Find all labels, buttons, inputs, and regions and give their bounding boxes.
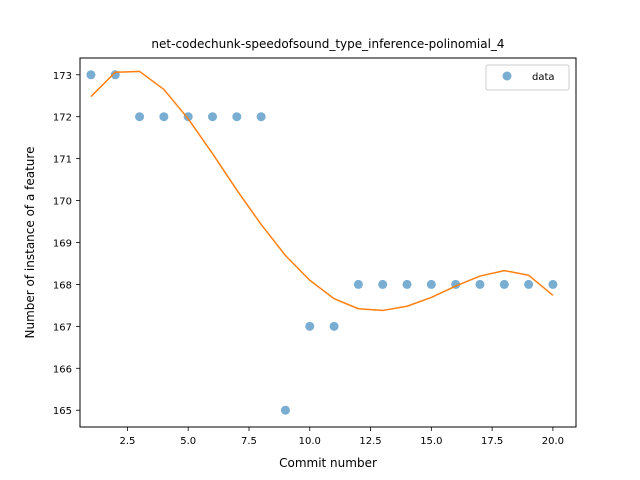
- y-tick-label: 165: [53, 406, 72, 417]
- data-point: [378, 279, 388, 289]
- y-tick-label: 173: [53, 71, 72, 82]
- y-tick-label: 167: [53, 322, 72, 333]
- data-point: [208, 112, 218, 122]
- y-tick-label: 168: [53, 280, 72, 291]
- data-point: [353, 279, 363, 289]
- data-point: [548, 279, 558, 289]
- series-layer: [86, 70, 558, 415]
- legend-label-data: data: [532, 72, 555, 83]
- data-point: [232, 112, 242, 122]
- data-point: [183, 112, 193, 122]
- data-point: [256, 112, 266, 122]
- data-point: [86, 70, 96, 80]
- chart-title: net-codechunk-speedofsound_type_inferenc…: [151, 37, 504, 51]
- data-point: [499, 279, 509, 289]
- data-point: [305, 321, 315, 331]
- plot-frame: [79, 57, 577, 428]
- data-point: [426, 279, 436, 289]
- data-point: [329, 321, 339, 331]
- legend-marker-data: [502, 71, 512, 81]
- data-point: [402, 279, 412, 289]
- data-point: [475, 279, 485, 289]
- data-point: [280, 405, 290, 415]
- legend-box: [485, 64, 570, 91]
- x-tick-label: 20.0: [542, 436, 564, 447]
- x-tick-label: 15.0: [420, 436, 442, 447]
- y-axis-label: Number of instance of a feature: [23, 147, 37, 339]
- y-tick-label: 170: [53, 197, 72, 208]
- data-point: [135, 112, 145, 122]
- x-tick-label: 2.5: [119, 436, 135, 447]
- x-axis: 2.5 5.0 7.5 10.0 12.5 15.0 17.5 20.0: [119, 427, 564, 447]
- x-tick-label: 12.5: [359, 436, 381, 447]
- x-tick-label: 17.5: [481, 436, 503, 447]
- data-point: [159, 112, 169, 122]
- y-axis: 165 166 167 168 169 170 171 172 173: [53, 71, 80, 417]
- y-tick-label: 169: [53, 239, 72, 250]
- y-tick-label: 166: [53, 364, 72, 375]
- legend: data: [485, 64, 570, 91]
- x-tick-label: 10.0: [299, 436, 321, 447]
- data-point: [524, 279, 534, 289]
- x-tick-label: 5.0: [180, 436, 196, 447]
- y-tick-label: 172: [53, 113, 72, 124]
- x-tick-label: 7.5: [241, 436, 257, 447]
- x-axis-label: Commit number: [279, 456, 377, 470]
- fit-line: [90, 70, 554, 312]
- y-tick-label: 171: [53, 155, 72, 166]
